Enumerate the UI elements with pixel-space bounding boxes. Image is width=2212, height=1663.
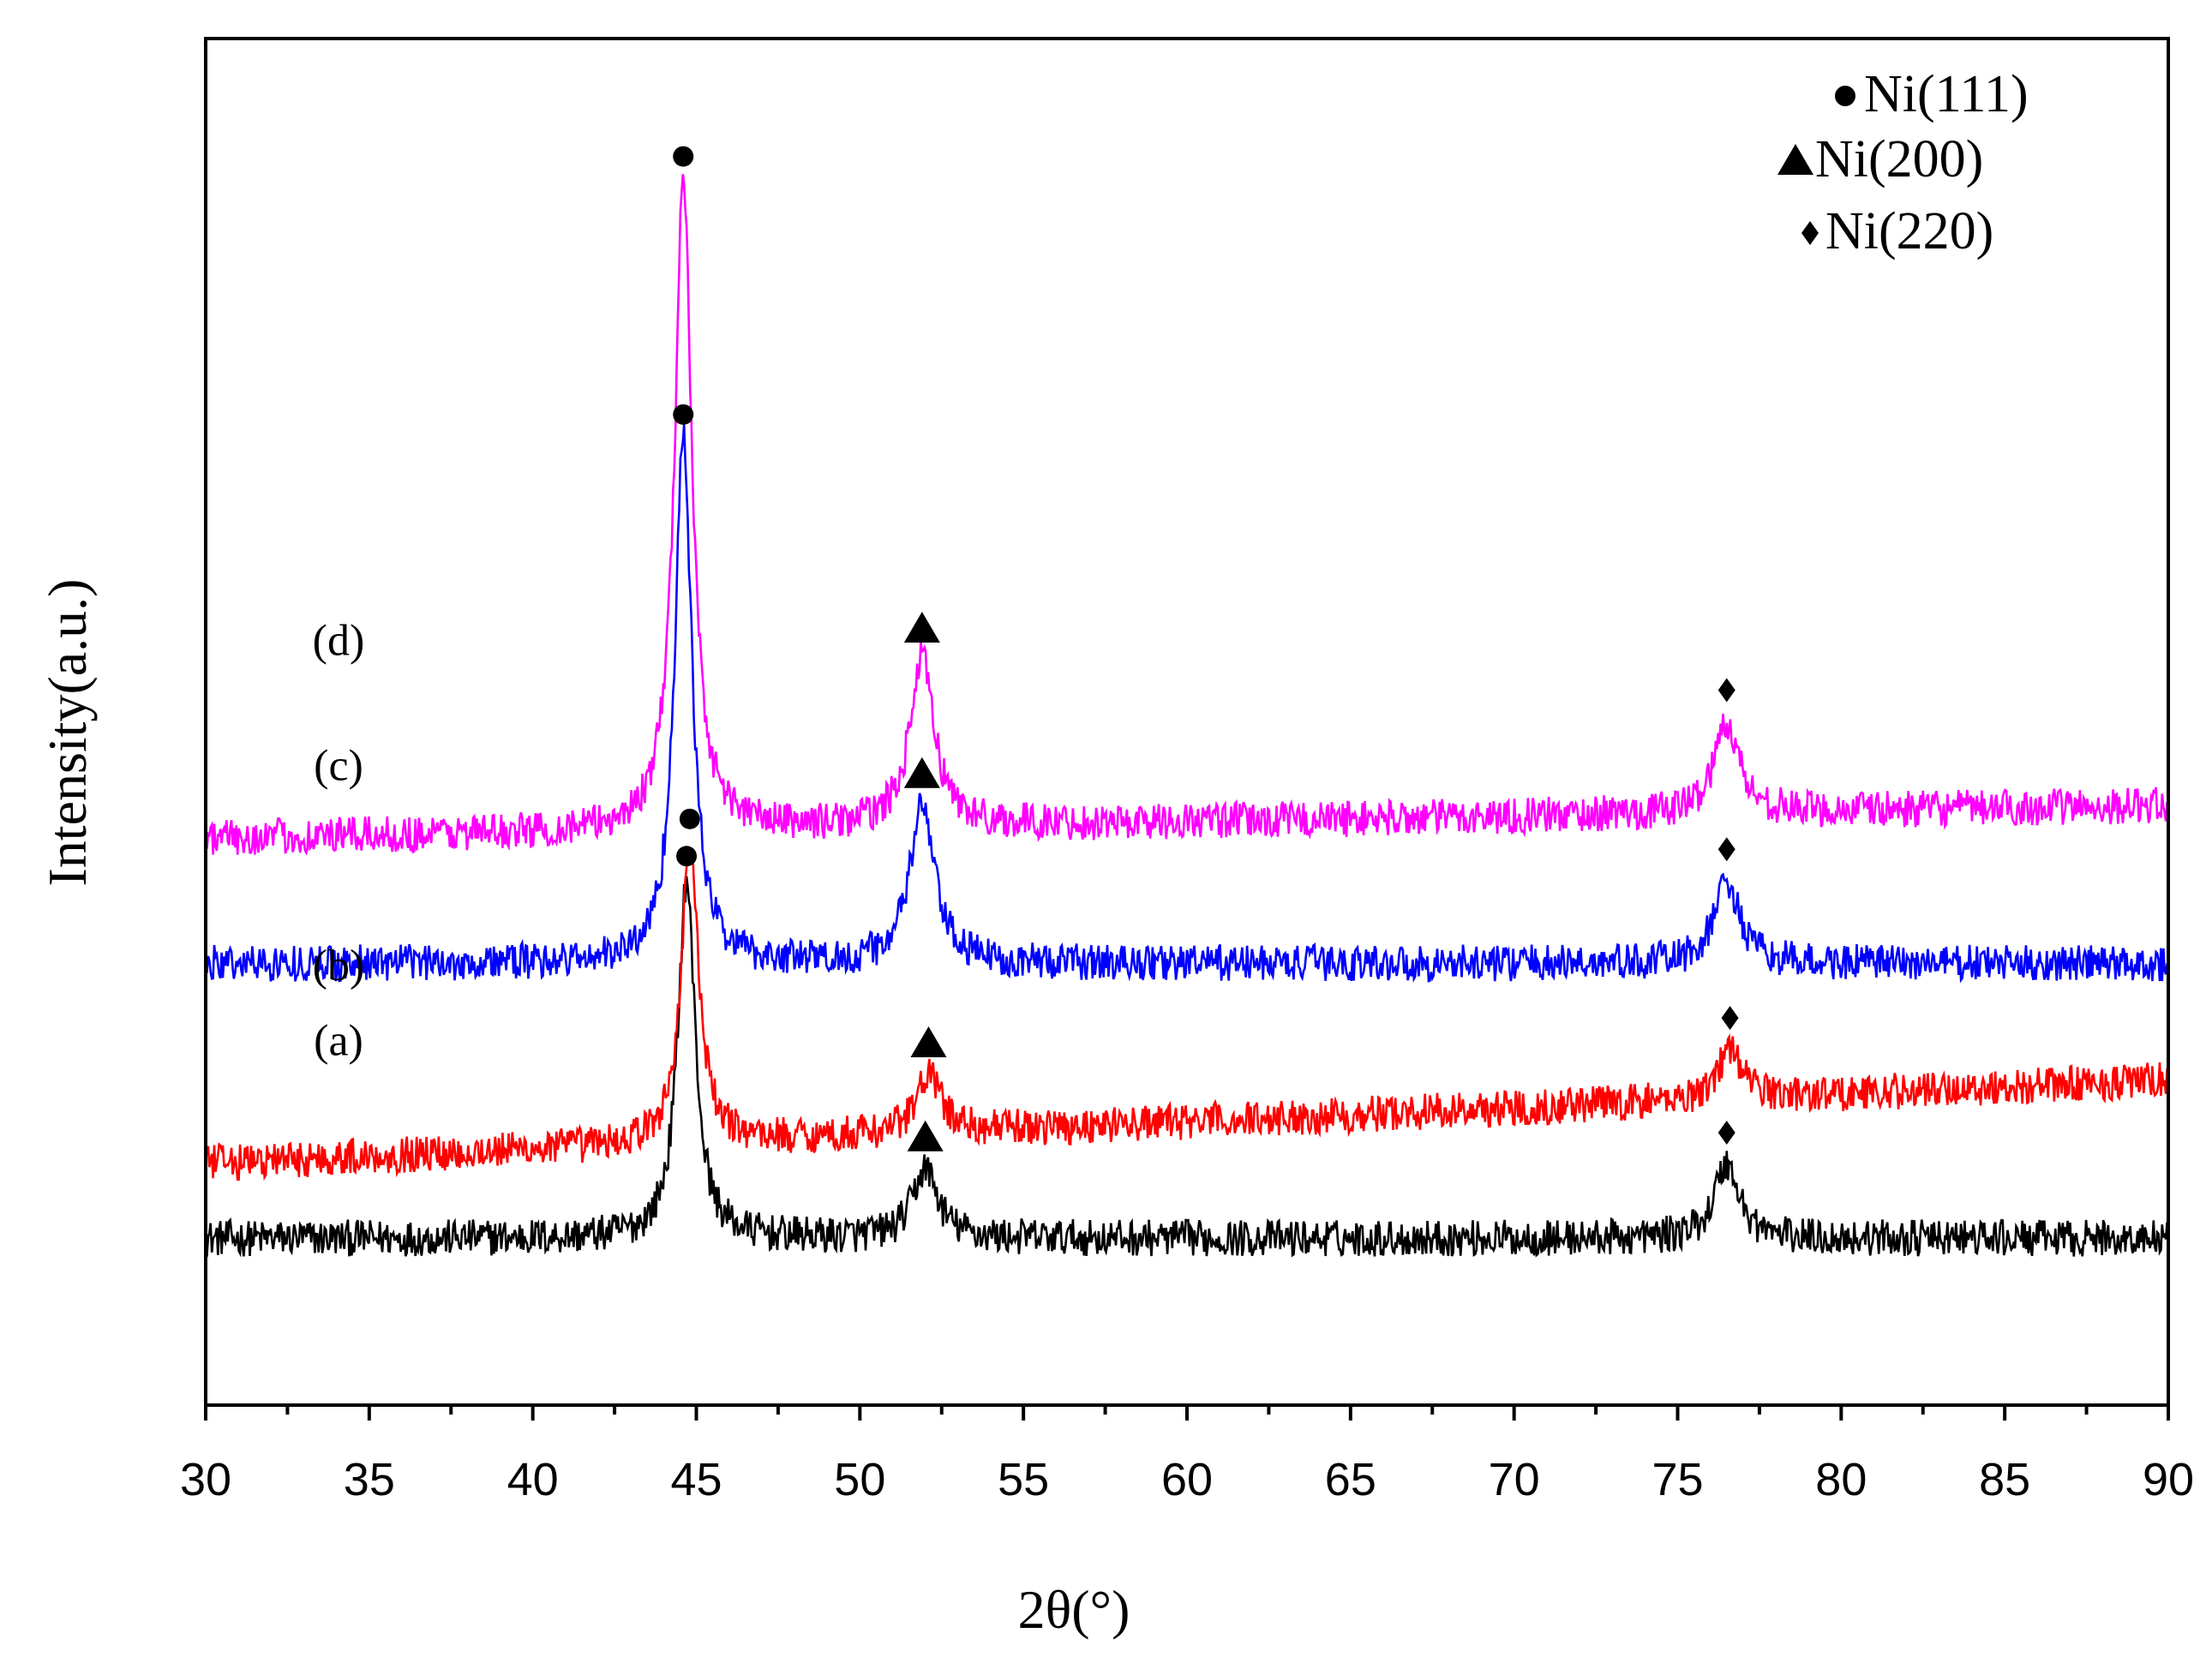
peak-marker-diamond-0: [1717, 1120, 1735, 1145]
peak-marker-circle-3: [673, 146, 694, 167]
series-label-1: (b): [313, 942, 365, 990]
x-tick-label: 30: [180, 1454, 231, 1505]
legend-label: Ni(220): [1825, 202, 1993, 260]
peak-marker-triangle-0: [907, 1120, 944, 1152]
series-label-2: (c): [314, 742, 363, 791]
x-tick-label: 55: [998, 1454, 1049, 1505]
peak-marker-circle-1: [679, 808, 700, 829]
x-tick-label: 45: [670, 1454, 722, 1505]
peak-marker-circle-2: [673, 404, 694, 425]
series-line-3: [204, 174, 2170, 856]
legend-label: Ni(111): [1864, 65, 2029, 123]
x-tick-label: 80: [1815, 1454, 1867, 1505]
series-line-1: [204, 849, 2170, 1181]
peak-marker-triangle-1: [910, 1026, 947, 1058]
legend-marker-triangle: [1777, 144, 1813, 175]
legend-label: Ni(200): [1815, 130, 1983, 188]
series-layer: [204, 174, 2170, 1258]
x-tick-label: 65: [1325, 1454, 1376, 1505]
peak-marker-layer: [673, 146, 1739, 1152]
x-tick-label: 90: [2143, 1454, 2194, 1505]
peak-marker-circle-0: [676, 846, 698, 867]
peak-marker-diamond-3: [1717, 678, 1735, 703]
x-axis-ticks: 30 35 40 45 50 55 60 65 70 75 80 85 90: [180, 1405, 2194, 1505]
legend: Ni(111) Ni(200) Ni(220): [1777, 65, 2029, 260]
series-label-0: (a): [314, 1017, 363, 1066]
peak-marker-diamond-2: [1717, 837, 1735, 862]
series-line-0: [205, 876, 2170, 1258]
series-line-2: [204, 424, 2170, 984]
x-tick-label: 35: [344, 1454, 395, 1505]
x-axis-title: 2θ(°): [1018, 1579, 1130, 1640]
x-tick-label: 50: [834, 1454, 885, 1505]
legend-marker-circle: [1835, 86, 1855, 106]
peak-marker-diamond-1: [1721, 1006, 1739, 1031]
x-tick-label: 70: [1489, 1454, 1540, 1505]
x-tick-label: 40: [507, 1454, 559, 1505]
x-tick-label: 60: [1161, 1454, 1213, 1505]
legend-marker-diamond: [1801, 221, 1819, 245]
x-tick-label: 75: [1652, 1454, 1703, 1505]
x-tick-label: 85: [1979, 1454, 2030, 1505]
series-label-3: (d): [313, 617, 365, 666]
y-axis-title: Intensity(a.u.): [37, 579, 98, 887]
peak-marker-triangle-2: [903, 757, 940, 788]
series-label-layer: (a) (b) (c) (d): [313, 617, 365, 1066]
peak-marker-triangle-3: [903, 611, 940, 643]
